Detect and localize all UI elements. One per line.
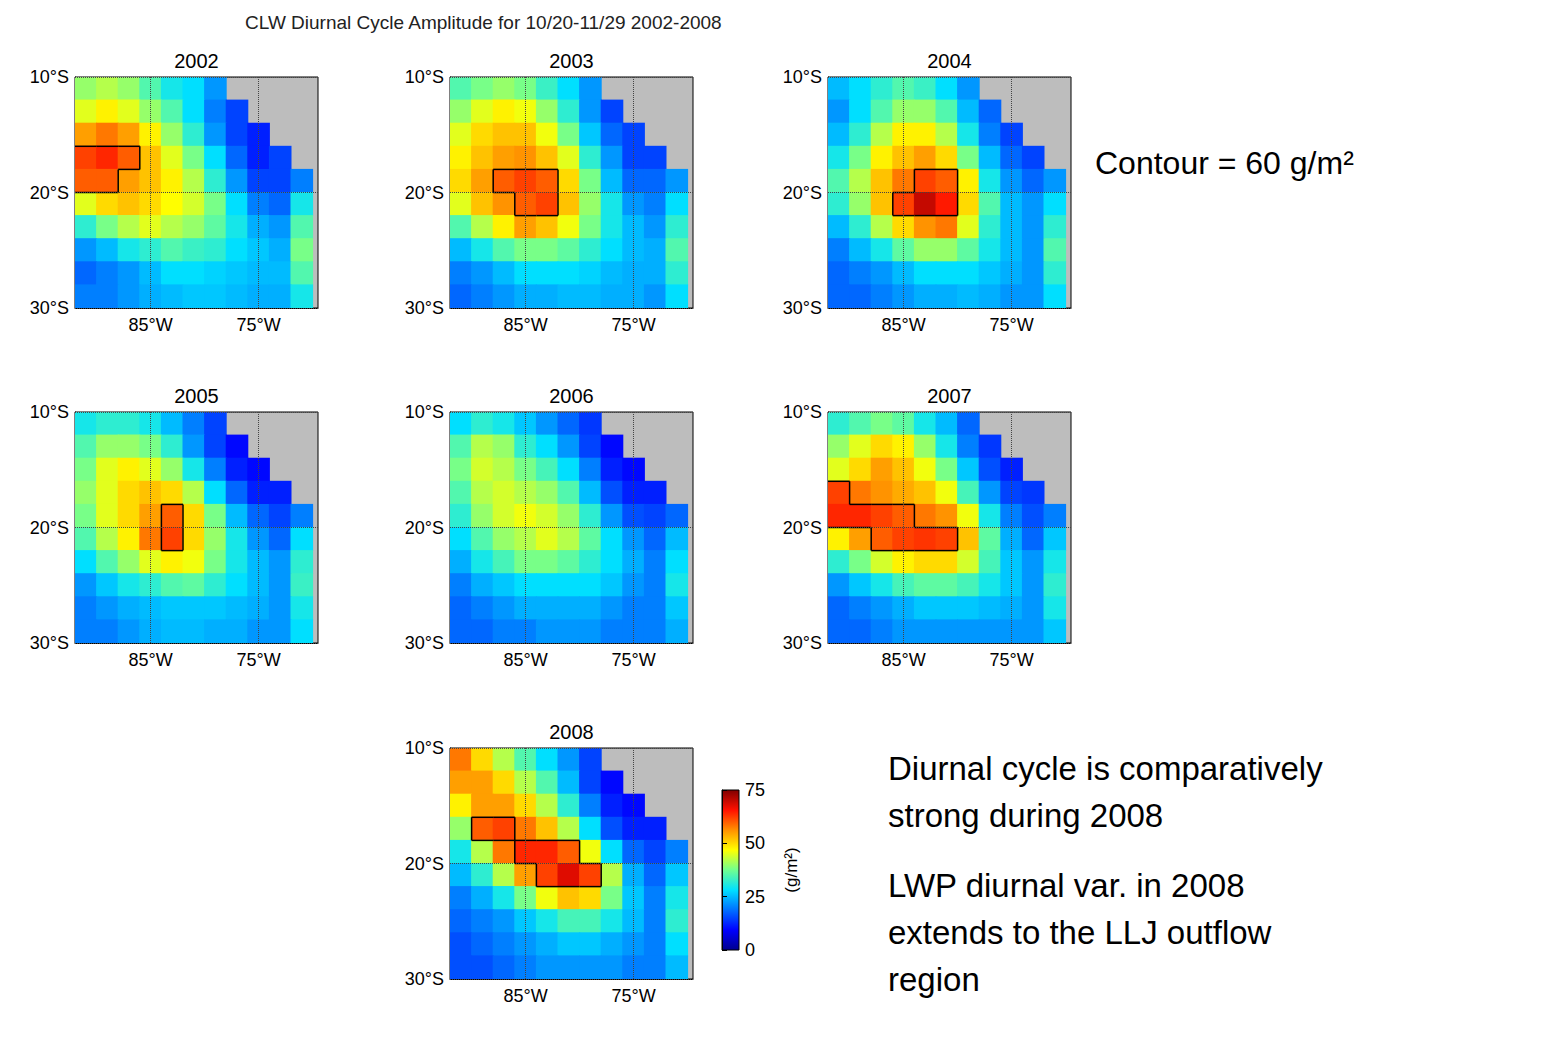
svg-text:75°W: 75°W [989,650,1033,670]
svg-text:20°S: 20°S [405,854,444,874]
svg-text:85°W: 85°W [128,650,172,670]
svg-text:2002: 2002 [174,50,219,72]
svg-text:2003: 2003 [549,50,594,72]
svg-text:30°S: 30°S [405,969,444,989]
svg-text:2008: 2008 [549,721,594,743]
svg-text:85°W: 85°W [503,315,547,335]
svg-text:85°W: 85°W [128,315,172,335]
svg-text:10°S: 10°S [405,402,444,422]
svg-text:20°S: 20°S [405,183,444,203]
svg-text:85°W: 85°W [881,650,925,670]
svg-text:10°S: 10°S [30,402,69,422]
svg-text:20°S: 20°S [783,518,822,538]
svg-text:75: 75 [745,780,765,800]
svg-text:75°W: 75°W [611,986,655,1006]
svg-text:Diurnal cycle is comparatively: Diurnal cycle is comparatively [888,750,1323,787]
svg-text:25: 25 [745,887,765,907]
svg-text:2006: 2006 [549,385,594,407]
svg-text:10°S: 10°S [783,402,822,422]
svg-text:region: region [888,961,980,998]
svg-text:(g/m²): (g/m²) [782,847,801,892]
svg-text:20°S: 20°S [783,183,822,203]
svg-text:85°W: 85°W [503,986,547,1006]
svg-text:0: 0 [745,940,755,960]
svg-text:LWP diurnal var. in 2008: LWP diurnal var. in 2008 [888,867,1245,904]
svg-text:75°W: 75°W [236,315,280,335]
svg-text:75°W: 75°W [611,650,655,670]
svg-text:CLW Diurnal Cycle Amplitude fo: CLW Diurnal Cycle Amplitude for 10/20-11… [245,12,722,33]
svg-text:2007: 2007 [927,385,972,407]
svg-text:50: 50 [745,833,765,853]
svg-text:75°W: 75°W [236,650,280,670]
svg-text:85°W: 85°W [503,650,547,670]
svg-text:2004: 2004 [927,50,972,72]
svg-text:30°S: 30°S [405,633,444,653]
svg-text:extends to the LLJ outflow: extends to the LLJ outflow [888,914,1272,951]
svg-text:85°W: 85°W [881,315,925,335]
svg-text:10°S: 10°S [405,738,444,758]
svg-text:30°S: 30°S [783,633,822,653]
svg-text:30°S: 30°S [783,298,822,318]
svg-text:2005: 2005 [174,385,219,407]
svg-text:10°S: 10°S [30,67,69,87]
svg-text:75°W: 75°W [989,315,1033,335]
svg-text:20°S: 20°S [30,518,69,538]
svg-text:20°S: 20°S [405,518,444,538]
svg-text:Contour = 60 g/m²: Contour = 60 g/m² [1095,145,1354,181]
svg-text:75°W: 75°W [611,315,655,335]
svg-text:strong during 2008: strong during 2008 [888,797,1163,834]
svg-text:10°S: 10°S [405,67,444,87]
svg-text:30°S: 30°S [30,298,69,318]
svg-text:30°S: 30°S [405,298,444,318]
svg-text:10°S: 10°S [783,67,822,87]
svg-text:20°S: 20°S [30,183,69,203]
svg-text:30°S: 30°S [30,633,69,653]
